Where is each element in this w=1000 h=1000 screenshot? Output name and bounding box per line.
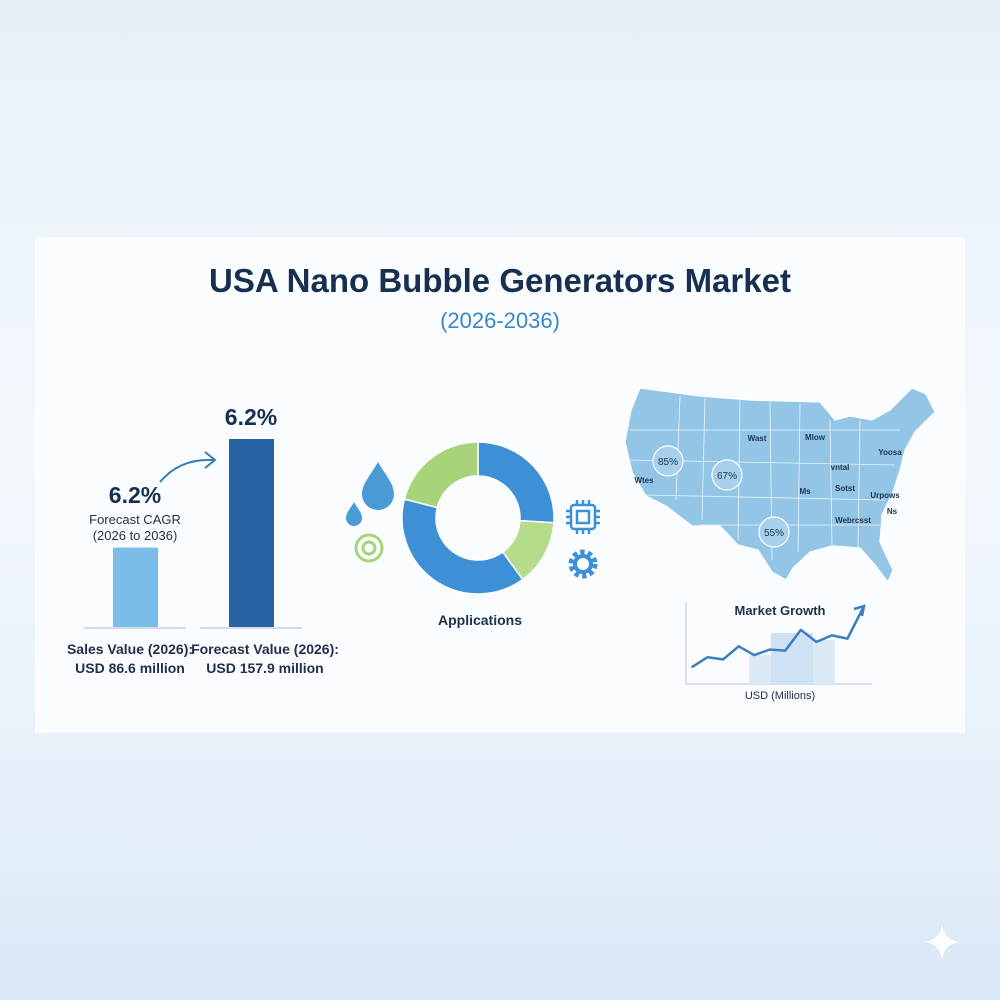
- water-drop-small-icon: [346, 502, 362, 526]
- cagr-label: Forecast CAGR: [89, 512, 181, 527]
- donut-slice: [403, 441, 479, 509]
- map-label: Ns: [887, 507, 898, 516]
- map-label: Wast: [748, 434, 767, 443]
- donut-slice: [401, 498, 524, 595]
- bg-bar: [813, 640, 835, 684]
- data-point: [831, 634, 833, 637]
- usa-outline: [624, 387, 936, 584]
- page-title: USA Nano Bubble Generators Market: [209, 262, 791, 299]
- donut-slice: [477, 441, 555, 524]
- region-marker: [711, 459, 743, 491]
- map-label: Sotst: [835, 484, 855, 493]
- growth-arrow: [159, 458, 215, 483]
- growth-arrow-head: [204, 451, 217, 469]
- map-label: Mlow: [805, 433, 826, 442]
- data-point: [737, 645, 740, 648]
- sales-value-label: Sales Value (2026):: [66, 641, 194, 657]
- data-point: [800, 629, 802, 631]
- growth-line: [691, 607, 865, 669]
- data-point: [753, 654, 755, 656]
- map-label: Yoosa: [878, 448, 902, 457]
- data-point: [784, 649, 787, 652]
- donut-title: Applications: [437, 612, 522, 628]
- bar-sales-value: [113, 547, 158, 627]
- bg-bar: [749, 655, 771, 684]
- cagr-period: (2026 to 2036): [92, 528, 178, 543]
- line-chart-title: Market Growth: [734, 603, 826, 618]
- map-label: Wtes: [634, 476, 654, 485]
- line-chart-ylabel: USD (Millions): [744, 690, 816, 702]
- trend-arrow-head: [853, 604, 866, 617]
- sparkle-icon: [924, 924, 960, 960]
- sales-value-amount: USD 86.6 million: [75, 660, 185, 676]
- map-label: 55%: [764, 528, 784, 539]
- data-point: [815, 641, 818, 643]
- data-point: [706, 656, 709, 659]
- bar-forecast-value: [229, 439, 274, 627]
- water-drop-icon: [362, 462, 394, 510]
- chip-icon: [566, 500, 600, 534]
- data-point: [768, 648, 771, 651]
- forecast-cagr-value: 6.2%: [224, 404, 278, 430]
- page-subtitle: (2026-2036): [440, 308, 560, 333]
- data-point: [691, 666, 693, 668]
- cagr-value: 6.2%: [108, 482, 162, 508]
- map-label: vntal: [831, 463, 850, 472]
- map-label: Urpows: [870, 491, 900, 500]
- map-label: 85%: [658, 457, 678, 468]
- ring-icon: [354, 533, 384, 563]
- region-marker: [758, 516, 790, 548]
- map-label: Webrcsst: [835, 516, 871, 525]
- map-label: Ms: [799, 487, 811, 496]
- data-point: [846, 637, 849, 640]
- data-point: [722, 658, 724, 661]
- region-marker: [652, 445, 684, 477]
- map-label: 67%: [717, 471, 737, 482]
- forecast-value-label: Forecast Value (2026):: [191, 641, 339, 657]
- forecast-value-amount: USD 157.9 million: [206, 660, 324, 676]
- gear-icon: [568, 549, 598, 579]
